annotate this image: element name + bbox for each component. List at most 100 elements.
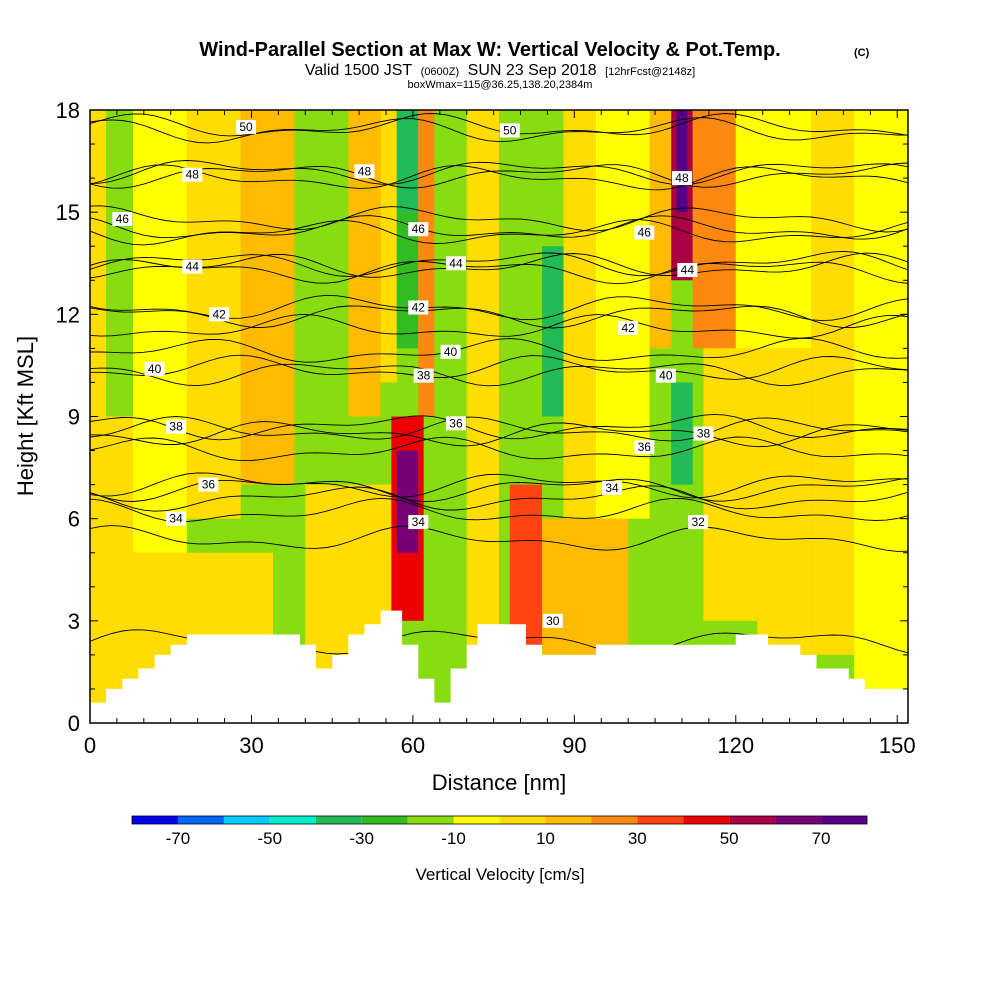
chart-subtitle: Valid 1500 JST (0600Z) SUN 23 Sep 2018 [… xyxy=(305,62,695,79)
colorbar-segment xyxy=(545,816,592,824)
colorbar-labels: -70 -50 -30 -10 10 30 50 70 xyxy=(166,829,831,848)
copyright-mark: (C) xyxy=(854,47,870,59)
colorbar-segment xyxy=(729,816,776,824)
colorbar-segment xyxy=(591,816,638,824)
contour-label-box xyxy=(166,419,187,434)
contour-label-box xyxy=(236,120,257,135)
contour-label: 46 xyxy=(116,212,130,226)
colorbar-segment xyxy=(499,816,546,824)
x-tick-label: 120 xyxy=(717,733,754,758)
contour-label: 40 xyxy=(444,345,458,359)
contour-line xyxy=(90,525,908,552)
colorbar-title: Vertical Velocity [cm/s] xyxy=(415,865,584,884)
contour-label-box xyxy=(112,211,133,226)
contour-label-box xyxy=(445,256,466,271)
velocity-cell xyxy=(703,348,758,621)
contour-label-box xyxy=(542,613,563,628)
x-tick-label: 30 xyxy=(239,733,263,758)
contour-line xyxy=(90,252,908,279)
contour-label-box xyxy=(445,416,466,431)
x-axis: 0 30 60 90 120 150 xyxy=(84,110,916,758)
y-tick-label: 12 xyxy=(56,302,80,327)
contour-label-box xyxy=(677,263,698,278)
contour-line xyxy=(90,117,908,144)
y-tick-label: 0 xyxy=(68,711,80,736)
contour-label: 40 xyxy=(148,362,162,376)
contour-line xyxy=(90,497,908,523)
y-tick-label: 18 xyxy=(56,98,80,123)
contour-line xyxy=(90,305,908,329)
contour-label-box xyxy=(688,515,709,530)
colorbar-tick-label: 70 xyxy=(812,829,831,848)
contour-labels: 30 32 34 34 34 36 36 36 38 38 38 40 40 40 42 42 42 44 44 44… xyxy=(112,120,714,628)
contour-label: 36 xyxy=(449,416,463,430)
y-axis-title: Height [Kft MSL] xyxy=(13,336,38,496)
contour-label-box xyxy=(354,164,375,179)
contour-label: 48 xyxy=(186,168,200,182)
x-tick-label: 0 xyxy=(84,733,96,758)
colorbar-segment xyxy=(453,816,500,824)
contour-label: 34 xyxy=(412,515,426,529)
contour-label: 30 xyxy=(546,614,560,628)
contour-label: 36 xyxy=(638,440,652,454)
contour-label-box xyxy=(182,259,203,274)
colorbar-tick-label: -50 xyxy=(258,829,283,848)
colorbar-segment xyxy=(361,816,408,824)
velocity-cell xyxy=(811,110,855,655)
contour-line xyxy=(90,413,908,441)
colorbar-segment xyxy=(132,816,178,824)
velocity-cell xyxy=(106,110,134,417)
valid-date: SUN 23 Sep 2018 xyxy=(468,62,597,79)
velocity-cell xyxy=(854,110,908,689)
contour-label: 50 xyxy=(503,123,517,137)
contour-label: 48 xyxy=(675,171,689,185)
contour-line xyxy=(90,219,908,246)
colorbar-tick-label: -30 xyxy=(349,829,374,848)
contour-label-box xyxy=(655,368,676,383)
colorbar-tick-label: -10 xyxy=(441,829,466,848)
contour-label: 44 xyxy=(681,263,695,277)
contour-label: 42 xyxy=(621,321,635,335)
velocity-cell xyxy=(466,110,499,723)
contour-label-box xyxy=(413,368,434,383)
y-tick-label: 3 xyxy=(68,609,80,634)
colorbar-frame xyxy=(131,815,868,825)
colorbar-tick-label: 30 xyxy=(628,829,647,848)
contour-label: 34 xyxy=(605,481,619,495)
velocity-field xyxy=(90,110,908,723)
contour-label: 38 xyxy=(697,427,711,441)
velocity-cell xyxy=(396,450,419,553)
contour-label: 44 xyxy=(449,256,463,270)
contour-label: 38 xyxy=(169,420,183,434)
contour-label: 46 xyxy=(412,222,426,236)
colorbar-segment xyxy=(269,816,316,824)
velocity-cell xyxy=(542,518,629,655)
colorbar-segment xyxy=(637,816,684,824)
contour-label: 38 xyxy=(417,369,431,383)
colorbar-segment xyxy=(821,816,867,824)
velocity-cell xyxy=(676,110,688,213)
x-tick-label: 150 xyxy=(879,733,916,758)
contour-line xyxy=(90,205,908,233)
velocity-cell xyxy=(418,110,435,417)
contour-label-box xyxy=(144,361,165,376)
contour-label-box xyxy=(634,440,655,455)
velocity-cell xyxy=(380,110,397,383)
velocity-cell xyxy=(240,110,295,485)
contour-line xyxy=(90,363,908,387)
velocity-cell xyxy=(671,382,693,485)
contour-label-box xyxy=(499,123,520,138)
contour-label: 32 xyxy=(691,515,705,529)
velocity-cell xyxy=(735,110,817,349)
x-axis-title: Distance [nm] xyxy=(432,770,567,795)
contour-label-box xyxy=(182,167,203,182)
contour-label-box xyxy=(602,481,623,496)
velocity-cell xyxy=(757,348,812,655)
velocity-cell xyxy=(396,110,419,213)
contour-label-box xyxy=(166,511,187,526)
velocity-cell xyxy=(692,110,736,349)
contour-label-box xyxy=(198,477,219,492)
contour-line xyxy=(90,113,908,137)
